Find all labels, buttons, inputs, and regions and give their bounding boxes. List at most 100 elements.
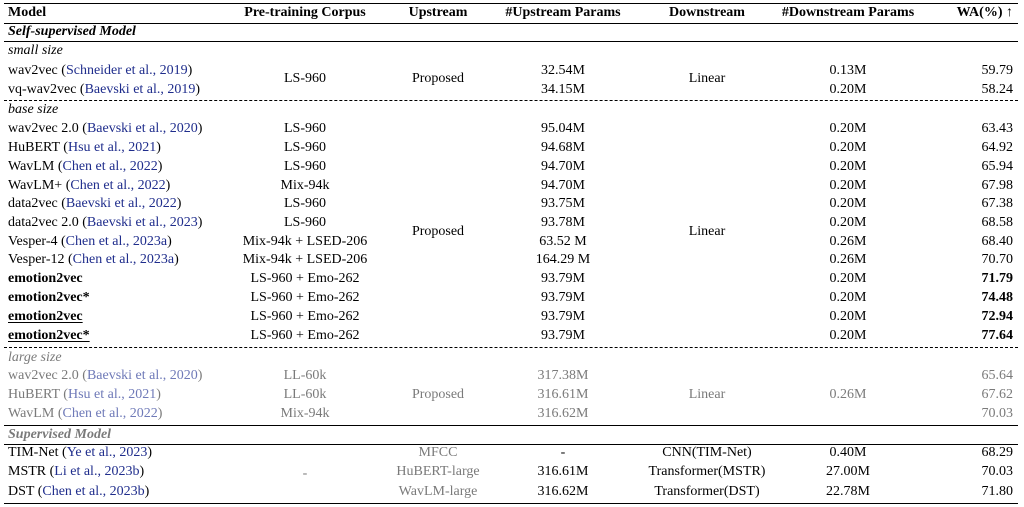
cell-up-params: 316.62M: [537, 484, 589, 499]
citation-link[interactable]: Baevski et al., 2020: [86, 368, 198, 383]
section-base-size: base size: [8, 102, 59, 117]
cell-down-params: 0.20M: [829, 271, 867, 286]
cell-upstream: HuBERT-large: [396, 464, 480, 479]
section-supervised: Supervised Model: [8, 427, 112, 442]
model-name: HuBERT (Hsu et al., 2021): [8, 387, 161, 402]
citation-link[interactable]: Chen et al., 2022: [62, 159, 158, 174]
base-large-divider: [4, 347, 1018, 348]
cell-wa: 70.03: [981, 406, 1014, 421]
cell-corpus: LS-960: [284, 159, 326, 174]
cell-up-params: 94.70M: [541, 159, 585, 174]
citation-link[interactable]: Baevski et al., 2020: [86, 121, 198, 136]
cell-wa: 70.03: [981, 464, 1014, 479]
cell-wa: 71.79: [981, 271, 1014, 286]
citation-link[interactable]: Chen et al., 2022: [62, 406, 158, 421]
cell-corpus: Mix-94k + LSED-206: [242, 234, 368, 249]
citation-link[interactable]: Hsu et al., 2021: [67, 140, 157, 155]
cell-upstream: WavLM-large: [398, 484, 478, 499]
cell-wa: 58.24: [981, 82, 1014, 97]
base-downstream-cell: Linear: [688, 224, 726, 239]
citation-link[interactable]: Baevski et al., 2022: [65, 196, 177, 211]
header-downstream-params: #Downstream Params: [781, 5, 915, 20]
cell-wa: 72.94: [981, 309, 1014, 324]
citation-link[interactable]: Chen et al., 2022: [70, 178, 166, 193]
cell-corpus: LS-960 + Emo-262: [250, 271, 360, 286]
base-upstream-cell: Proposed: [411, 224, 465, 239]
cell-wa: 67.98: [981, 178, 1014, 193]
cell-up-params: 164.29 M: [535, 252, 591, 267]
model-name: WavLM (Chen et al., 2022): [8, 406, 163, 421]
model-name: MSTR (Li et al., 2023b): [8, 464, 145, 479]
header-corpus: Pre-training Corpus: [244, 5, 366, 20]
cell-wa: 67.62: [981, 387, 1014, 402]
supervised-rule: [4, 425, 1018, 426]
cell-down-params: 0.40M: [829, 445, 867, 460]
large-downstream-cell: Linear: [688, 387, 726, 402]
model-name: data2vec 2.0 (Baevski et al., 2023): [8, 215, 203, 230]
cell-down-params: 0.20M: [829, 309, 867, 324]
citation-link[interactable]: Baevski et al., 2023: [86, 215, 198, 230]
cell-wa: 65.94: [981, 159, 1014, 174]
cell-down-params: 0.26M: [829, 252, 867, 267]
cell-wa: 59.79: [981, 63, 1014, 78]
cell-wa: 74.48: [981, 290, 1014, 305]
citation-link[interactable]: Baevski et al., 2019: [84, 82, 196, 97]
model-name: wav2vec 2.0 (Baevski et al., 2020): [8, 368, 203, 383]
model-name: Vesper-4 (Chen et al., 2023a): [8, 234, 172, 249]
section-small-size: small size: [8, 43, 63, 58]
cell-corpus: LS-960 + Emo-262: [250, 290, 360, 305]
cell-corpus: LL-60k: [283, 387, 327, 402]
cell-up-params: 93.78M: [541, 215, 585, 230]
cell-downstream: Transformer(MSTR): [648, 464, 766, 479]
cell-wa: 77.64: [981, 328, 1014, 343]
cell-up-params: -: [560, 445, 566, 460]
bottom-rule: [4, 503, 1018, 504]
supervised-header-rule: [4, 444, 1018, 445]
cell-down-params: 0.26M: [829, 234, 867, 249]
cell-corpus: Mix-94k + LSED-206: [242, 252, 368, 267]
small-corpus-cell: LS-960: [284, 71, 326, 86]
cell-up-params: 94.68M: [541, 140, 585, 155]
cell-up-params: 93.79M: [541, 328, 585, 343]
cell-up-params: 95.04M: [541, 121, 585, 136]
citation-link[interactable]: Hsu et al., 2021: [67, 387, 157, 402]
section-rule: [4, 41, 1018, 42]
cell-down-params: 0.13M: [829, 63, 867, 78]
model-name: HuBERT (Hsu et al., 2021): [8, 140, 161, 155]
citation-link[interactable]: Schneider et al., 2019: [65, 63, 188, 78]
small-upstream-cell: Proposed: [411, 71, 465, 86]
cell-down-params: 0.20M: [829, 178, 867, 193]
cell-wa: 68.58: [981, 215, 1014, 230]
cell-up-params: 316.61M: [537, 387, 589, 402]
citation-link[interactable]: Ye et al., 2023: [66, 445, 148, 460]
small-base-divider: [4, 100, 1018, 101]
cell-corpus: LS-960: [284, 196, 326, 211]
cell-up-params: 316.61M: [537, 464, 589, 479]
cell-wa: 64.92: [981, 140, 1014, 155]
cell-upstream: MFCC: [418, 445, 458, 460]
header-upstream: Upstream: [408, 5, 468, 20]
cell-wa: 65.64: [981, 368, 1014, 383]
header-rule: [4, 23, 1018, 24]
cell-down-params: 0.20M: [829, 121, 867, 136]
model-name: vq-wav2vec (Baevski et al., 2019): [8, 82, 201, 97]
citation-link[interactable]: Chen et al., 2023a: [72, 252, 175, 267]
cell-up-params: 93.75M: [541, 196, 585, 211]
citation-link[interactable]: Chen et al., 2023a: [65, 234, 168, 249]
model-name: emotion2vec*: [8, 328, 90, 343]
header-model: Model: [8, 5, 47, 20]
citation-link[interactable]: Chen et al., 2023b: [42, 484, 145, 499]
cell-up-params: 63.52 M: [539, 234, 587, 249]
cell-down-params: 0.20M: [829, 140, 867, 155]
cell-downstream: Transformer(DST): [654, 484, 760, 499]
citation-link[interactable]: Li et al., 2023b: [54, 464, 140, 479]
cell-downstream: CNN(TIM-Net): [662, 445, 752, 460]
model-name: wav2vec 2.0 (Baevski et al., 2020): [8, 121, 203, 136]
cell-up-params: 34.15M: [541, 82, 585, 97]
cell-up-params: 93.79M: [541, 271, 585, 286]
model-name: emotion2vec: [8, 309, 83, 324]
section-self-supervised: Self-supervised Model: [8, 24, 136, 39]
model-name: Vesper-12 (Chen et al., 2023a): [8, 252, 179, 267]
cell-wa: 70.70: [981, 252, 1014, 267]
